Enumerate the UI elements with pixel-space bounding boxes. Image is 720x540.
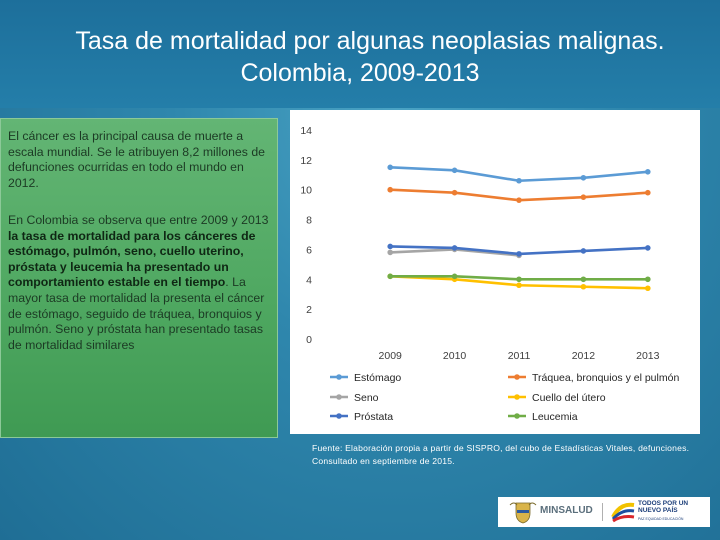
data-point-2-0 xyxy=(387,249,393,256)
y-tick-label-14: 14 xyxy=(300,125,312,137)
data-point-1-1 xyxy=(451,189,458,196)
data-point-5-2 xyxy=(516,276,522,283)
summary-paragraph-2-highlight: la tasa de mortalidad para los cánceres … xyxy=(8,228,256,290)
data-point-3-4 xyxy=(645,285,651,292)
y-tick-label-10: 10 xyxy=(300,185,312,197)
y-tick-label-4: 4 xyxy=(306,274,312,286)
data-point-3-3 xyxy=(580,283,587,290)
title-banner: Tasa de mortalidad por algunas neoplasia… xyxy=(0,0,720,108)
x-tick-label-2011: 2011 xyxy=(508,350,531,362)
minsalud-logo-text: MINSALUD xyxy=(540,505,593,516)
nuevo-pais-logo-text: TODOS POR UN NUEVO PAÍS xyxy=(638,500,688,514)
coat-of-arms-icon xyxy=(509,502,537,524)
summary-paragraph-2-rest: . La mayor tasa de mortalidad la present… xyxy=(8,275,265,352)
data-point-1-4 xyxy=(645,189,651,196)
legend-label-4: Próstata xyxy=(354,411,393,423)
x-tick-label-2012: 2012 xyxy=(572,350,596,362)
data-point-5-4 xyxy=(645,276,651,283)
data-point-0-0 xyxy=(387,164,393,171)
legend-label-5: Leucemia xyxy=(532,411,578,423)
y-tick-label-6: 6 xyxy=(306,244,312,256)
legend-marker-0 xyxy=(336,374,342,380)
legend-label-1: Tráquea, bronquios y el pulmón xyxy=(532,372,679,384)
legend-label-3: Cuello del útero xyxy=(532,392,606,404)
legend-label-0: Estómago xyxy=(354,372,401,384)
mortality-line-chart: 0 2 4 6 8 10 12 14 2009 2010 2011 2012 2013 Estómago T… xyxy=(290,110,700,434)
source-note: Fuente: Elaboración propia a partir de S… xyxy=(312,442,692,467)
nuevo-pais-logo-icon xyxy=(611,502,635,523)
legend-label-2: Seno xyxy=(354,392,379,404)
x-tick-label-2010: 2010 xyxy=(443,350,467,362)
data-point-1-2 xyxy=(516,197,522,203)
nuevo-pais-line-2: NUEVO PAÍS xyxy=(638,507,678,514)
chart-svg: 0 2 4 6 8 10 12 14 2009 2010 2011 2012 2013 Estómago T… xyxy=(300,125,679,423)
data-point-4-4 xyxy=(645,245,651,251)
source-line-2: Consultado en septiembre de 2015. xyxy=(312,455,455,466)
nuevo-pais-line-1: TODOS POR UN xyxy=(638,500,689,507)
y-tick-label-8: 8 xyxy=(306,215,312,227)
logo-divider xyxy=(602,503,603,521)
legend-marker-3 xyxy=(514,394,520,400)
data-point-0-1 xyxy=(451,167,458,174)
data-point-5-0 xyxy=(387,273,393,280)
slide-title-line2: Colombia, 2009-2013 xyxy=(240,59,480,87)
logo-bar: MINSALUD TODOS POR UN NUEVO PAÍS PAZ EQU… xyxy=(498,497,710,527)
data-point-0-2 xyxy=(516,177,522,184)
data-point-4-2 xyxy=(516,251,522,257)
legend-marker-5 xyxy=(514,413,520,419)
data-point-1-3 xyxy=(580,194,587,200)
legend-marker-2 xyxy=(336,394,342,400)
data-point-3-2 xyxy=(516,282,522,289)
data-point-4-3 xyxy=(580,248,587,254)
summary-paragraph-1: El cáncer es la principal causa de muert… xyxy=(8,129,266,190)
y-tick-label-2: 2 xyxy=(306,304,312,316)
y-tick-label-12: 12 xyxy=(300,155,312,167)
summary-paragraph-2: En Colombia se observa que entre 2009 y … xyxy=(8,213,272,353)
summary-textbox: El cáncer es la principal causa de muert… xyxy=(0,118,278,438)
data-point-1-0 xyxy=(387,186,393,193)
data-point-0-3 xyxy=(580,174,587,181)
slide-title-line1: Tasa de mortalidad por algunas neoplasia… xyxy=(75,27,665,55)
summary-paragraph-2-intro: En Colombia se observa que entre 2009 y … xyxy=(8,213,269,227)
x-tick-label-2013: 2013 xyxy=(636,350,660,362)
data-point-4-1 xyxy=(451,245,458,251)
legend-marker-4 xyxy=(336,413,342,419)
data-point-4-0 xyxy=(387,243,393,250)
legend-marker-1 xyxy=(514,374,520,380)
data-point-5-3 xyxy=(580,276,587,283)
x-tick-label-2009: 2009 xyxy=(379,350,403,362)
data-point-5-1 xyxy=(451,273,458,280)
y-tick-label-0: 0 xyxy=(306,334,312,346)
nuevo-pais-tagline: PAZ EQUIDAD EDUCACIÓN xyxy=(638,517,684,521)
data-point-0-4 xyxy=(645,169,651,175)
source-line-1: Fuente: Elaboración propia a partir de S… xyxy=(312,443,690,453)
